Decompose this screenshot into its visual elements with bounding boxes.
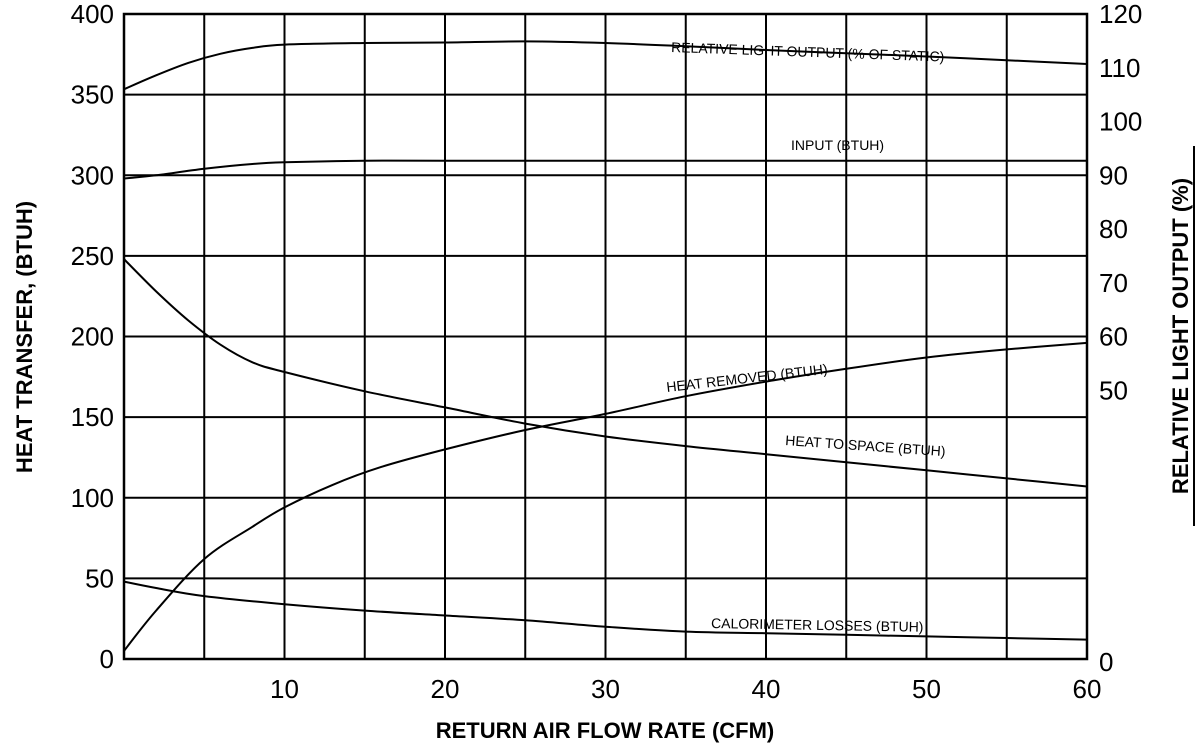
x-tick-label: 50 <box>912 674 941 704</box>
y-tick-label: 350 <box>71 80 114 110</box>
y-tick-label: 0 <box>100 644 114 674</box>
x-tick-label: 10 <box>270 674 299 704</box>
y-tick-label: 150 <box>71 402 114 432</box>
label-heat-to-space: HEAT TO SPACE (BTUH) <box>785 432 946 459</box>
y2-tick-label: 50 <box>1099 375 1128 405</box>
y2-tick-label: 110 <box>1099 53 1140 83</box>
calorimeter-losses-line <box>123 580 1088 641</box>
y-tick-label: 200 <box>71 322 114 352</box>
y2-tick-label: 60 <box>1099 322 1128 352</box>
y2-axis-title-group: RELATIVE LIGHT OUTPUT (%) <box>1168 146 1195 526</box>
x-axis-title: RETURN AIR FLOW RATE (CFM) <box>436 718 775 743</box>
plot-frame <box>122 12 1089 661</box>
label-calorimeter-losses: CALORIMETER LOSSES (BTUH) <box>711 615 924 635</box>
x-tick-label: 40 <box>752 674 781 704</box>
data-curves <box>123 40 1088 652</box>
y2-tick-label: 90 <box>1099 160 1128 190</box>
x-tick-label: 30 <box>591 674 620 704</box>
y2-tick-label: 100 <box>1099 107 1142 137</box>
heat-removed-line <box>123 341 1088 652</box>
y2-tick-label: 70 <box>1099 268 1128 298</box>
y-tick-label: 50 <box>85 563 114 593</box>
input-line <box>123 159 1087 180</box>
y-tick-label: 100 <box>71 483 114 513</box>
y2-tick-label: 120 <box>1099 0 1142 29</box>
y-tick-label: 250 <box>71 241 114 271</box>
y2-tick-label: 80 <box>1099 214 1128 244</box>
label-heat-removed: HEAT REMOVED (BTUH) <box>666 361 829 395</box>
y2-tick-label: 0 <box>1099 647 1113 677</box>
label-relative-light-output: RELATIVE LIGHT OUTPUT (% OF STATIC) <box>671 39 945 65</box>
x-tick-label: 20 <box>431 674 460 704</box>
y-tick-label: 400 <box>71 0 114 29</box>
heat-to-space-line <box>123 258 1088 488</box>
label-input: INPUT (BTUH) <box>791 137 884 153</box>
x-tick-label: 60 <box>1073 674 1102 704</box>
grid-lines <box>124 14 1087 659</box>
relative-light-output-line <box>123 40 1088 91</box>
y2-axis-title: RELATIVE LIGHT OUTPUT (%) <box>1168 178 1193 494</box>
y-axis-title: HEAT TRANSFER, (BTUH) <box>12 201 37 473</box>
y-tick-label: 300 <box>71 160 114 190</box>
